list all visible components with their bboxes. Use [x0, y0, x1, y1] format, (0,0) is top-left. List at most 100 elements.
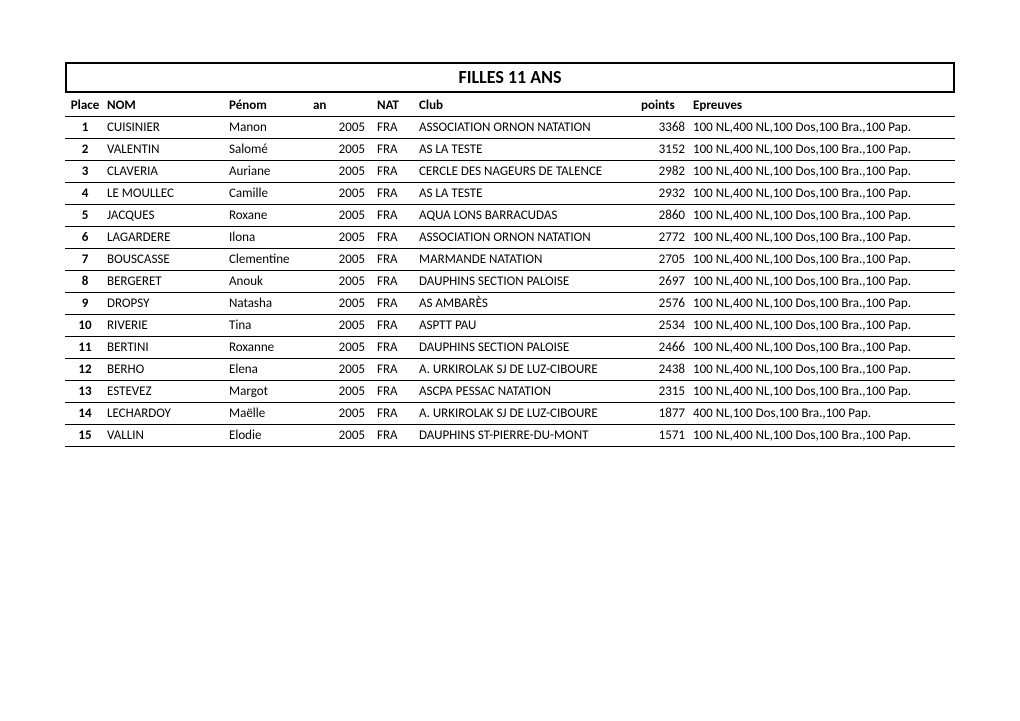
- cell-epreuves: 100 NL,400 NL,100 Dos,100 Bra.,100 Pap.: [691, 293, 955, 315]
- cell-club: AS LA TESTE: [417, 183, 639, 205]
- cell-epreuves: 100 NL,400 NL,100 Dos,100 Bra.,100 Pap.: [691, 227, 955, 249]
- col-club: Club: [417, 95, 639, 117]
- cell-epreuves: 100 NL,400 NL,100 Dos,100 Bra.,100 Pap.: [691, 271, 955, 293]
- table-row: 11BERTINIRoxanne2005FRA DAUPHINS SECTION…: [65, 337, 955, 359]
- cell-place: 10: [65, 315, 105, 337]
- table-title: FILLES 11 ANS: [65, 62, 955, 93]
- cell-nat: FRA: [375, 249, 417, 271]
- cell-nat: FRA: [375, 205, 417, 227]
- cell-an: 2005: [311, 403, 375, 425]
- cell-an: 2005: [311, 337, 375, 359]
- cell-an: 2005: [311, 359, 375, 381]
- cell-nom: BERGERET: [105, 271, 227, 293]
- cell-points: 2705: [639, 249, 691, 271]
- cell-points: 2860: [639, 205, 691, 227]
- table-row: 12BERHOElena2005FRAA. URKIROLAK SJ DE LU…: [65, 359, 955, 381]
- cell-an: 2005: [311, 381, 375, 403]
- cell-epreuves: 100 NL,400 NL,100 Dos,100 Bra.,100 Pap.: [691, 425, 955, 447]
- table-row: 7BOUSCASSEClementine2005FRAMARMANDE NATA…: [65, 249, 955, 271]
- cell-an: 2005: [311, 425, 375, 447]
- cell-club: DAUPHINS SECTION PALOISE: [417, 271, 639, 293]
- cell-place: 8: [65, 271, 105, 293]
- cell-nat: FRA: [375, 161, 417, 183]
- cell-place: 13: [65, 381, 105, 403]
- cell-penom: Elena: [227, 359, 311, 381]
- table-row: 3CLAVERIAAuriane2005FRACERCLE DES NAGEUR…: [65, 161, 955, 183]
- cell-place: 3: [65, 161, 105, 183]
- cell-points: 2982: [639, 161, 691, 183]
- col-nom: NOM: [105, 95, 227, 117]
- cell-nom: LECHARDOY: [105, 403, 227, 425]
- cell-penom: Anouk: [227, 271, 311, 293]
- table-row: 2VALENTINSalomé2005FRAAS LA TESTE3152100…: [65, 139, 955, 161]
- cell-penom: Natasha: [227, 293, 311, 315]
- cell-penom: Auriane: [227, 161, 311, 183]
- col-epreuves: Epreuves: [691, 95, 955, 117]
- cell-nat: FRA: [375, 293, 417, 315]
- cell-nat: FRA: [375, 315, 417, 337]
- cell-epreuves: 100 NL,400 NL,100 Dos,100 Bra.,100 Pap.: [691, 205, 955, 227]
- cell-points: 2576: [639, 293, 691, 315]
- cell-epreuves: 100 NL,400 NL,100 Dos,100 Bra.,100 Pap.: [691, 117, 955, 139]
- cell-an: 2005: [311, 117, 375, 139]
- cell-nat: FRA: [375, 381, 417, 403]
- cell-nom: DROPSY: [105, 293, 227, 315]
- cell-penom: Roxanne: [227, 337, 311, 359]
- col-nat: NAT: [375, 95, 417, 117]
- table-header: Place NOM Pénom an NAT Club points Epreu…: [65, 95, 955, 117]
- cell-an: 2005: [311, 293, 375, 315]
- cell-nom: LE MOULLEC: [105, 183, 227, 205]
- cell-an: 2005: [311, 249, 375, 271]
- cell-points: 2932: [639, 183, 691, 205]
- cell-points: 2534: [639, 315, 691, 337]
- cell-nat: FRA: [375, 403, 417, 425]
- table-row: 15VALLINElodie2005FRADAUPHINS ST-PIERRE-…: [65, 425, 955, 447]
- cell-epreuves: 100 NL,400 NL,100 Dos,100 Bra.,100 Pap.: [691, 139, 955, 161]
- cell-penom: Roxane: [227, 205, 311, 227]
- cell-nat: FRA: [375, 227, 417, 249]
- cell-an: 2005: [311, 139, 375, 161]
- cell-penom: Clementine: [227, 249, 311, 271]
- cell-nom: RIVERIE: [105, 315, 227, 337]
- cell-points: 3368: [639, 117, 691, 139]
- cell-points: 2438: [639, 359, 691, 381]
- cell-club: A. URKIROLAK SJ DE LUZ-CIBOURE: [417, 359, 639, 381]
- cell-penom: Manon: [227, 117, 311, 139]
- cell-nat: FRA: [375, 425, 417, 447]
- cell-penom: Ilona: [227, 227, 311, 249]
- cell-nom: LAGARDERE: [105, 227, 227, 249]
- cell-nat: FRA: [375, 271, 417, 293]
- cell-club: CERCLE DES NAGEURS DE TALENCE: [417, 161, 639, 183]
- cell-penom: Camille: [227, 183, 311, 205]
- table-row: 5JACQUESRoxane2005FRAAQUA LONS BARRACUDA…: [65, 205, 955, 227]
- cell-points: 2315: [639, 381, 691, 403]
- cell-club: AS AMBARÈS: [417, 293, 639, 315]
- table-row: 8BERGERETAnouk2005FRA DAUPHINS SECTION P…: [65, 271, 955, 293]
- cell-club: ASSOCIATION ORNON NATATION: [417, 227, 639, 249]
- table-row: 4LE MOULLECCamille2005FRAAS LA TESTE2932…: [65, 183, 955, 205]
- cell-penom: Maëlle: [227, 403, 311, 425]
- table-row: 14LECHARDOYMaëlle2005FRAA. URKIROLAK SJ …: [65, 403, 955, 425]
- cell-points: 2697: [639, 271, 691, 293]
- cell-penom: Elodie: [227, 425, 311, 447]
- cell-epreuves: 100 NL,400 NL,100 Dos,100 Bra.,100 Pap.: [691, 183, 955, 205]
- cell-an: 2005: [311, 227, 375, 249]
- cell-epreuves: 100 NL,400 NL,100 Dos,100 Bra.,100 Pap.: [691, 337, 955, 359]
- cell-an: 2005: [311, 271, 375, 293]
- cell-nom: BERHO: [105, 359, 227, 381]
- cell-epreuves: 100 NL,400 NL,100 Dos,100 Bra.,100 Pap.: [691, 381, 955, 403]
- cell-nat: FRA: [375, 183, 417, 205]
- cell-nom: CUISINIER: [105, 117, 227, 139]
- col-penom: Pénom: [227, 95, 311, 117]
- cell-place: 11: [65, 337, 105, 359]
- cell-epreuves: 100 NL,400 NL,100 Dos,100 Bra.,100 Pap.: [691, 249, 955, 271]
- cell-club: AS LA TESTE: [417, 139, 639, 161]
- cell-nom: VALLIN: [105, 425, 227, 447]
- col-points: points: [639, 95, 691, 117]
- cell-place: 1: [65, 117, 105, 139]
- table-row: 10RIVERIETina2005FRAASPTT PAU2534100 NL,…: [65, 315, 955, 337]
- cell-nom: CLAVERIA: [105, 161, 227, 183]
- table-row: 1CUISINIERManon2005FRAASSOCIATION ORNON …: [65, 117, 955, 139]
- results-table: Place NOM Pénom an NAT Club points Epreu…: [65, 95, 955, 447]
- cell-club: ASSOCIATION ORNON NATATION: [417, 117, 639, 139]
